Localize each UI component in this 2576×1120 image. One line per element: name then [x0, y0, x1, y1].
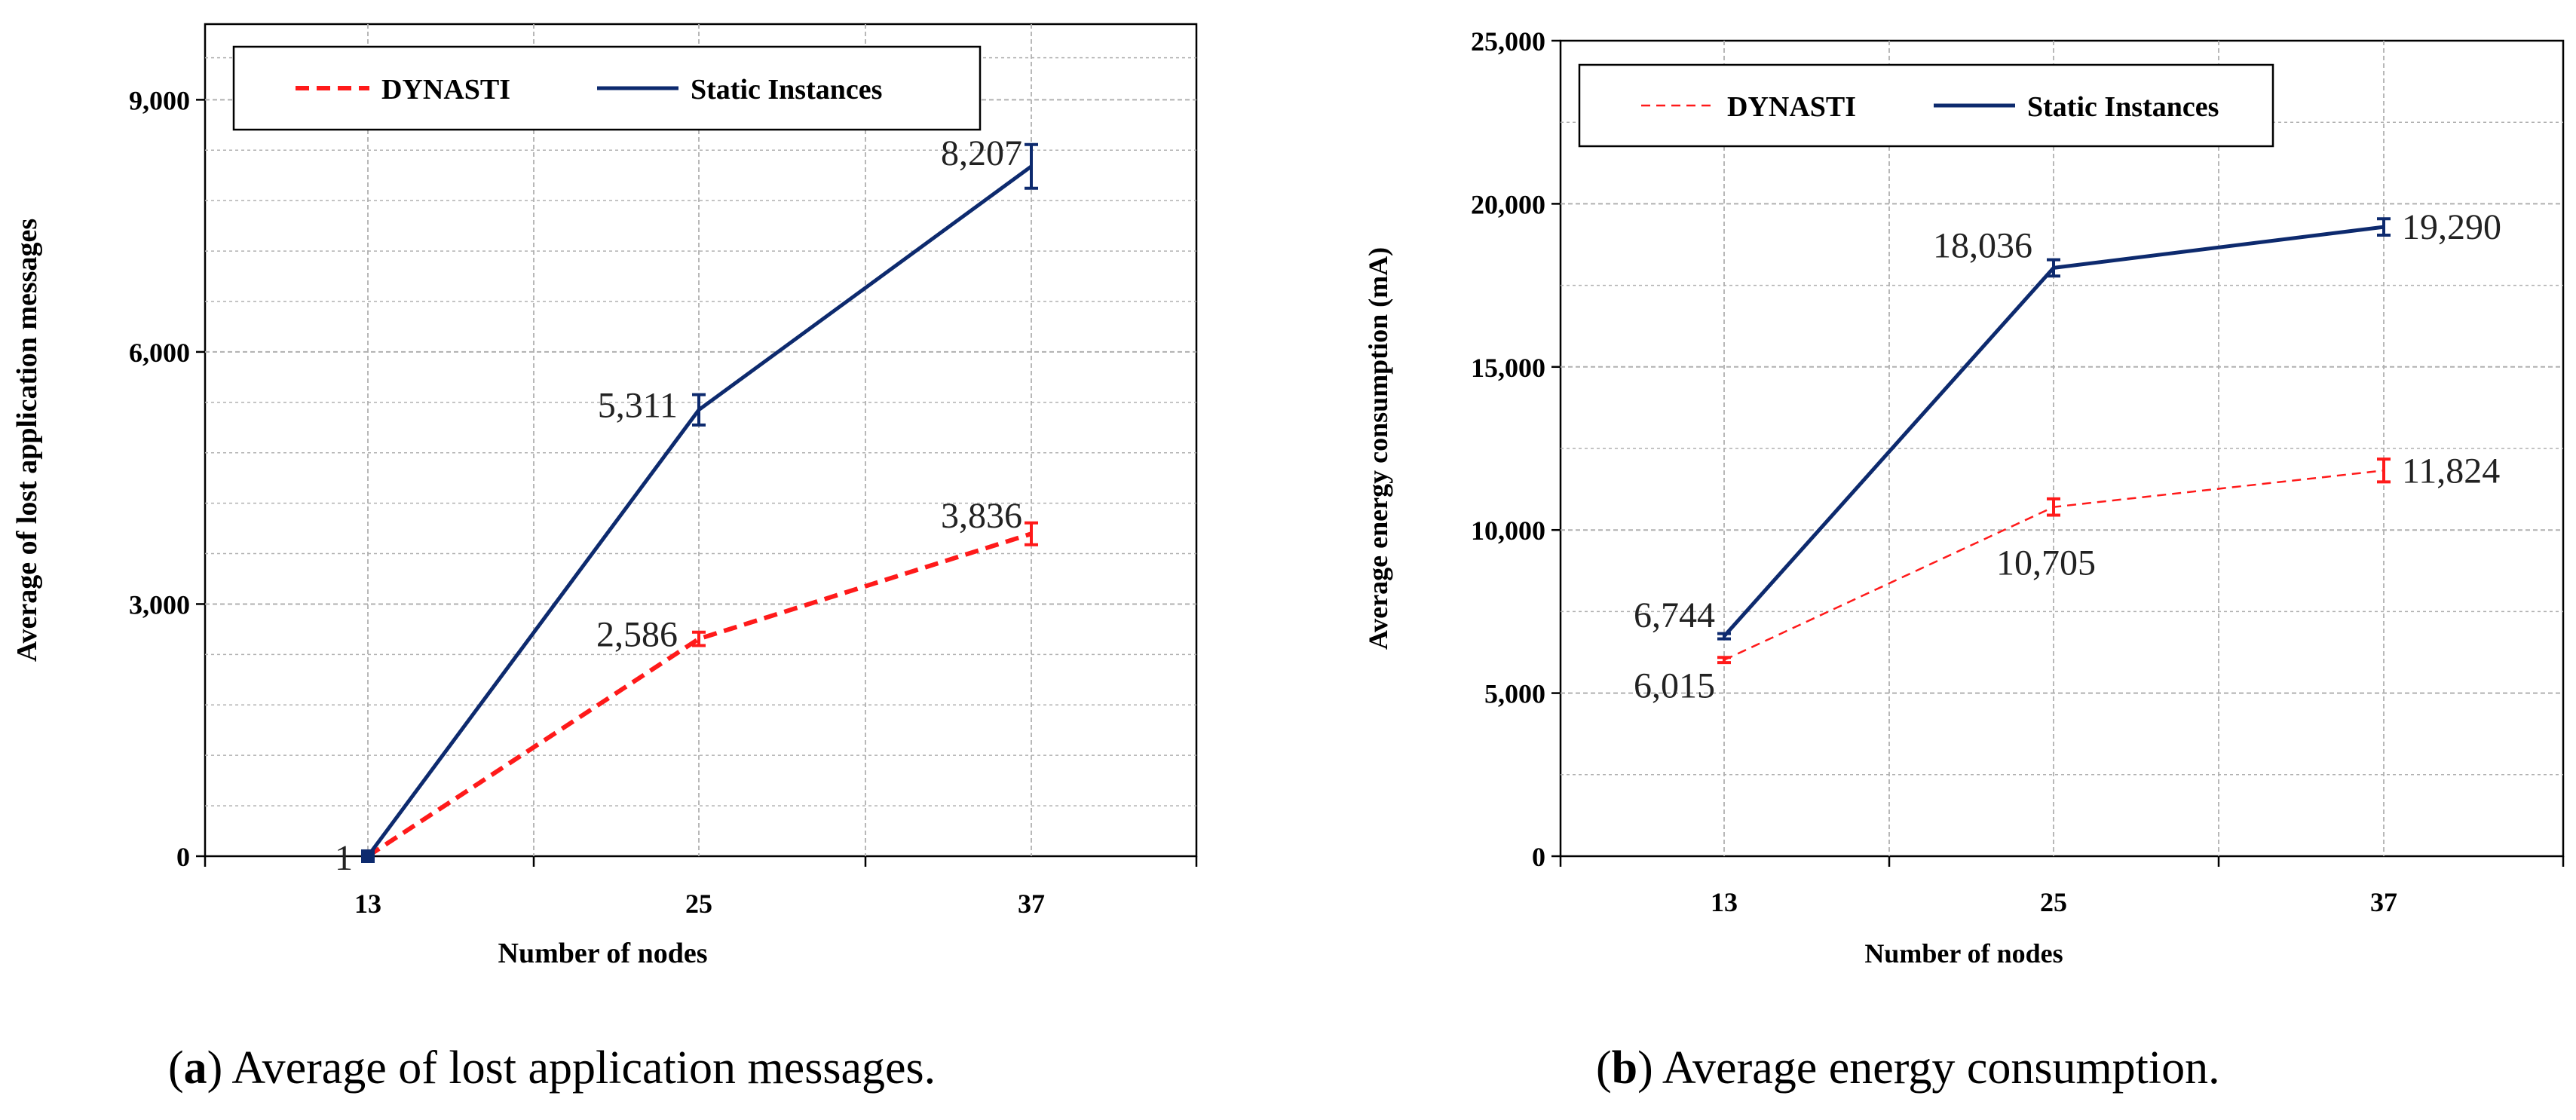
data-point: [2377, 457, 2391, 484]
y-tick-label: 5,000: [1484, 679, 1545, 709]
legend: DYNASTI Static Instances: [1578, 63, 2274, 148]
data-label: 8,207: [941, 133, 1022, 173]
legend-entry-dynasti: DYNASTI: [1641, 91, 1856, 123]
y-tick-label: 3,000: [129, 589, 190, 620]
series-dynasti: 1 2,586 3,836: [335, 496, 1038, 878]
legend: DYNASTI Static Instances: [232, 45, 982, 131]
data-point: [361, 849, 375, 863]
x-tick-label: 25: [685, 889, 712, 919]
point-marker: [361, 849, 375, 863]
data-point: [692, 630, 706, 647]
data-point: [2377, 217, 2391, 237]
x-axis-label: Number of nodes: [1864, 938, 2063, 969]
x-tick-label: 37: [1018, 889, 1045, 919]
gridlines: [205, 24, 1196, 856]
data-label: 1: [335, 838, 353, 878]
gridlines: [1561, 41, 2563, 856]
data-label: 3,836: [941, 496, 1022, 536]
legend-label: Static Instances: [2027, 91, 2219, 123]
data-label: 2,586: [596, 615, 678, 655]
data-label: 18,036: [1933, 225, 2032, 265]
data-label: 6,744: [1634, 595, 1715, 635]
x-tick-label: 37: [2370, 887, 2397, 917]
caption-b: (b) Average energy consumption.: [1596, 1042, 2220, 1094]
legend-entry-dynasti: DYNASTI: [296, 74, 510, 106]
y-tick-label: 9,000: [129, 85, 190, 115]
y-tick-label: 15,000: [1471, 353, 1545, 383]
data-label: 10,705: [1996, 543, 2096, 583]
y-axis-label: Average energy consumption (mA): [1363, 247, 1393, 650]
data-point: [2047, 497, 2060, 517]
series-line: [366, 164, 1033, 858]
legend-entry-static-instances: Static Instances: [597, 74, 882, 106]
series-static-instances: 6,744 18,036 19,290: [1634, 207, 2501, 641]
series-static-instances: 5,311 8,207: [361, 133, 1038, 863]
data-label: 11,824: [2402, 451, 2500, 491]
data-point: [1717, 632, 1731, 641]
data-point: [2047, 258, 2060, 278]
data-point: [1025, 521, 1038, 546]
data-label: 5,311: [598, 386, 678, 426]
legend-label: DYNASTI: [381, 74, 510, 106]
chart-a: 0 3,000 6,000 9,000 13 25 37 Number of nodes Ave…: [11, 23, 1198, 969]
y-tick-label: 10,000: [1471, 516, 1545, 546]
y-tick-label: 25,000: [1471, 26, 1545, 57]
series-line: [366, 531, 1032, 858]
caption-a: (a) Average of lost application messages…: [168, 1042, 936, 1094]
y-tick-label: 20,000: [1471, 189, 1545, 219]
x-axis-label: Number of nodes: [498, 938, 708, 969]
x-tick-label: 13: [1711, 887, 1738, 917]
plot-area: [204, 23, 1198, 858]
data-label: 19,290: [2402, 207, 2501, 247]
legend-entry-static-instances: Static Instances: [1934, 91, 2219, 123]
y-tick-label: 6,000: [129, 338, 190, 368]
y-axis-label: Average of lost application messages: [11, 219, 43, 662]
data-label: 6,015: [1634, 666, 1715, 706]
x-tick-label: 25: [2040, 887, 2067, 917]
data-point: [692, 393, 706, 427]
legend-label: Static Instances: [691, 74, 882, 106]
y-tick-label: 0: [1532, 842, 1545, 872]
chart-b: 0 5,000 10,000 15,000 20,000 25,000 13 25 37 Numb…: [1363, 26, 2565, 969]
series-dynasti: 6,015 10,705 11,824: [1634, 451, 2500, 705]
data-point: [1025, 142, 1038, 190]
data-point: [1717, 656, 1731, 665]
x-tick-label: 13: [354, 889, 381, 919]
legend-label: DYNASTI: [1727, 91, 1856, 123]
y-tick-label: 0: [176, 842, 190, 872]
